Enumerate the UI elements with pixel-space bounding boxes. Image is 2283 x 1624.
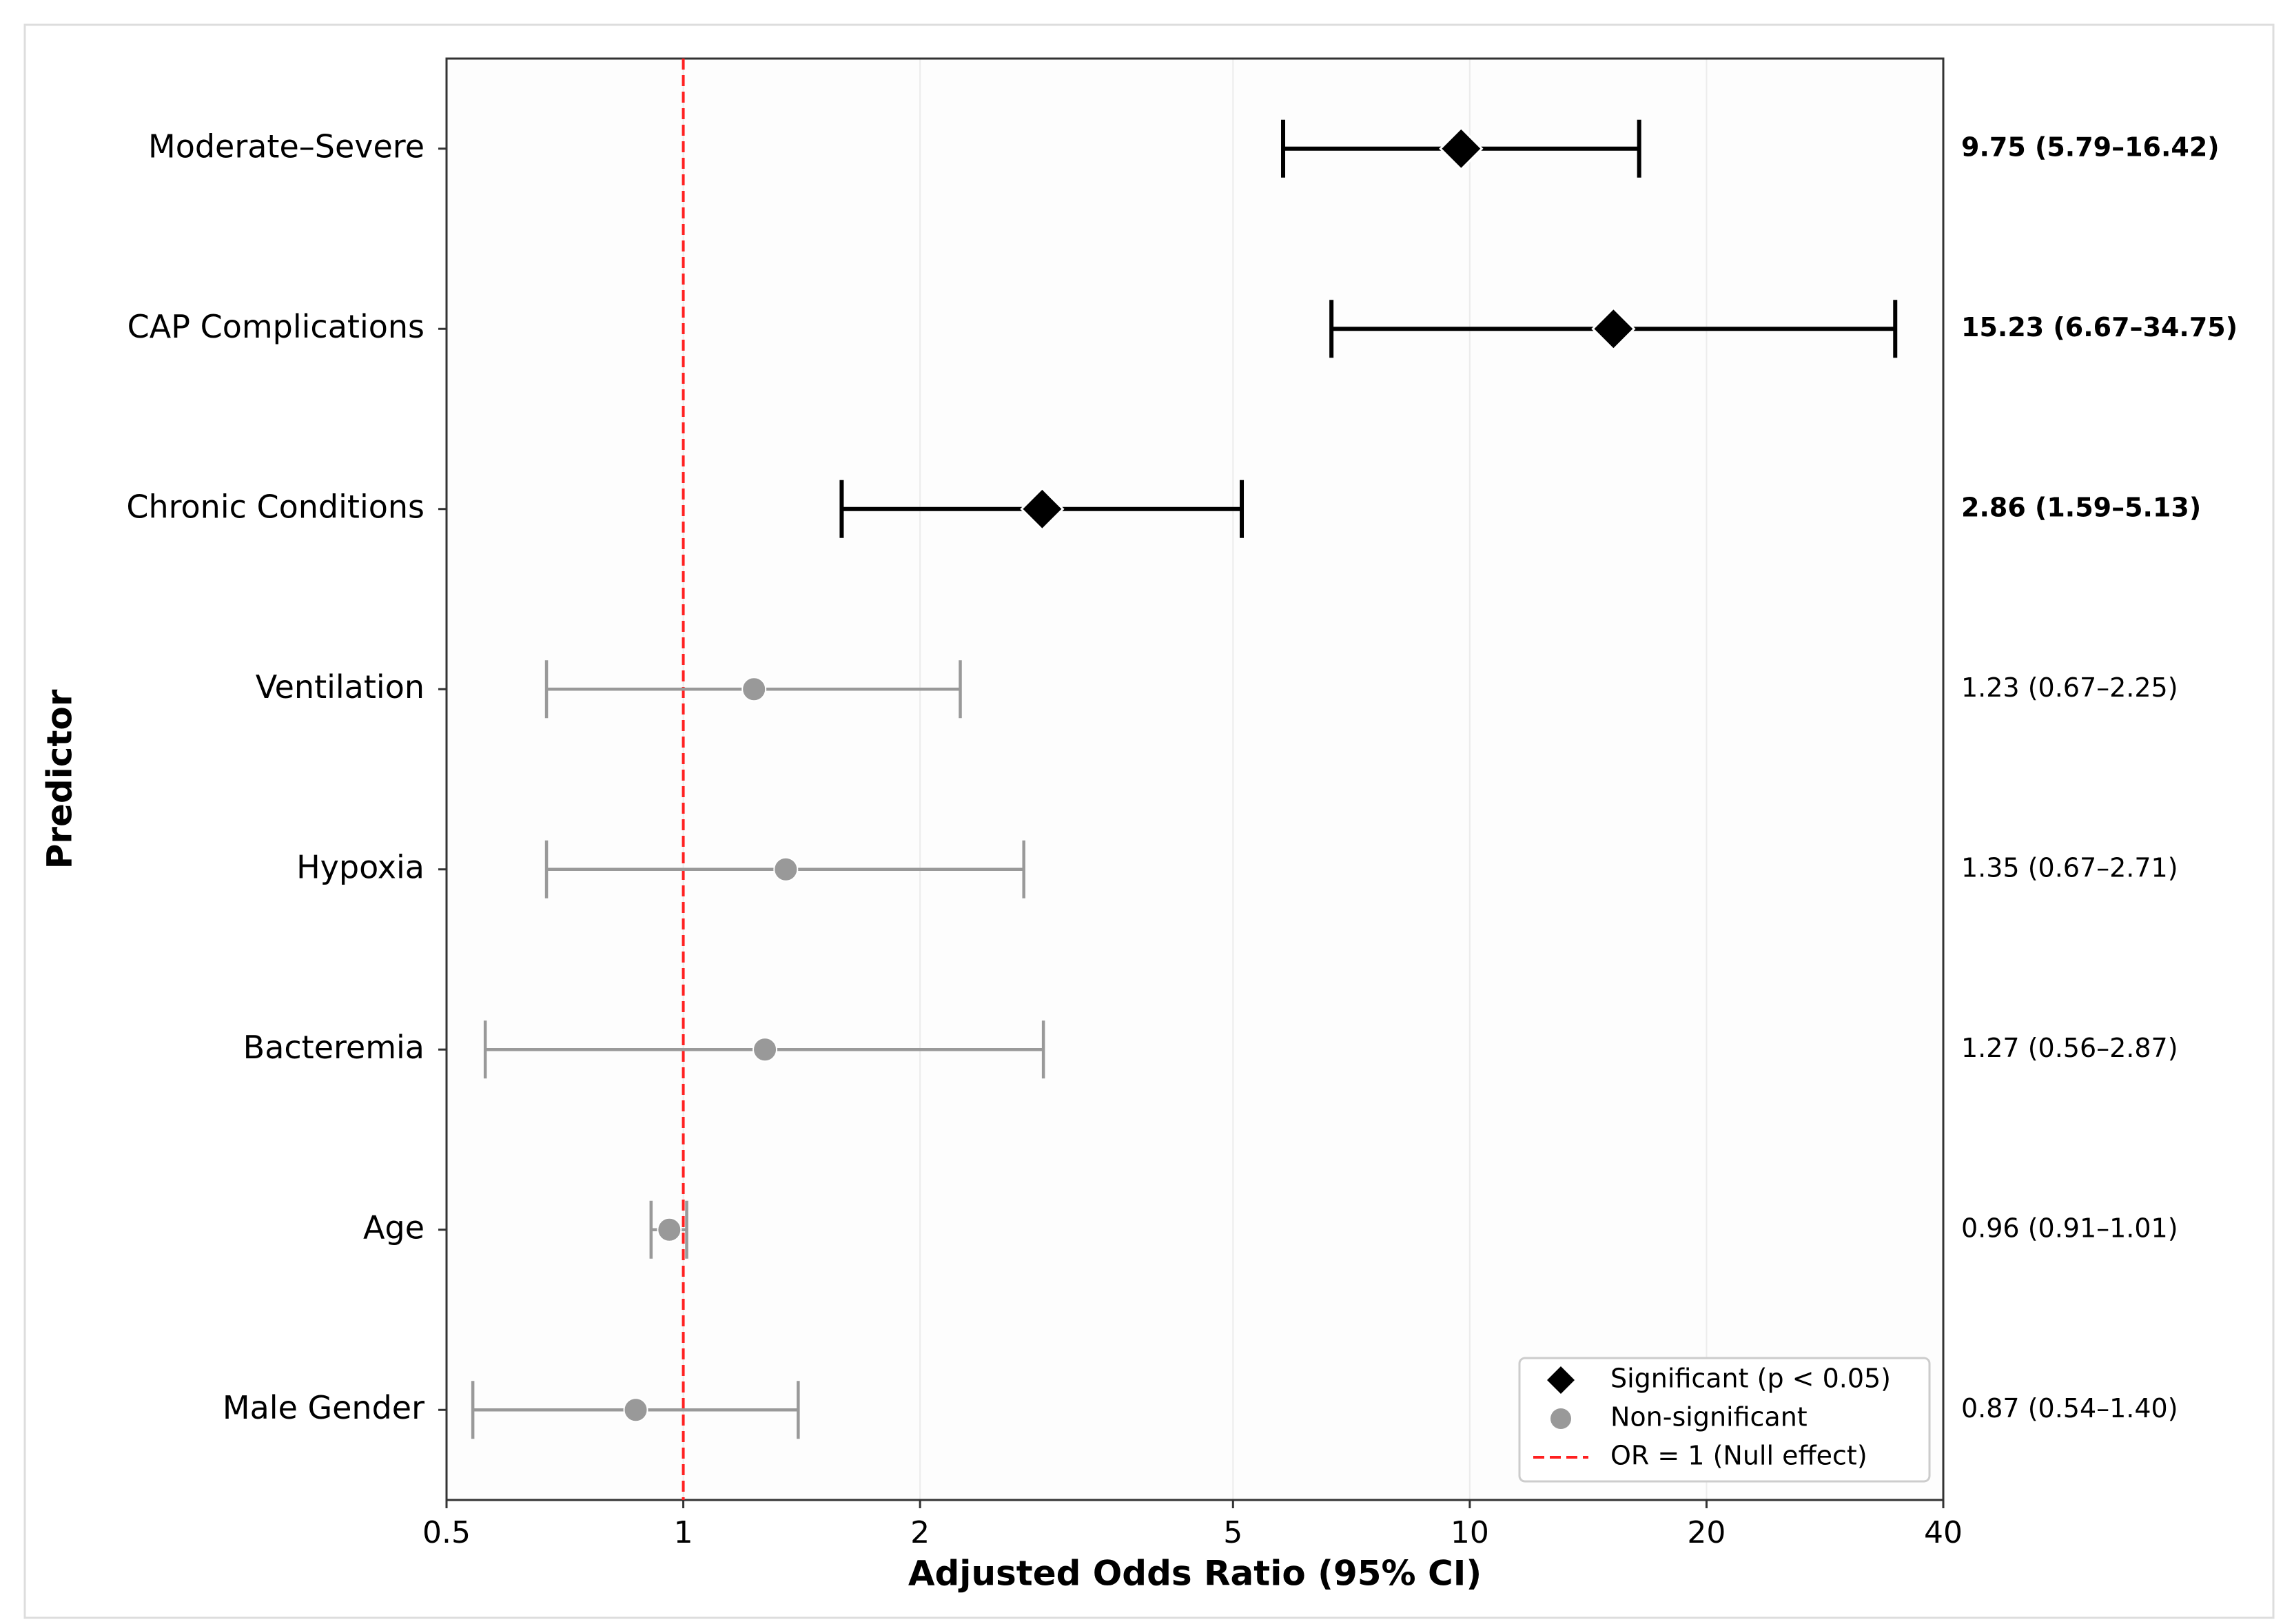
y-tick-label: Age — [363, 1209, 424, 1246]
y-tick-label: CAP Complications — [127, 308, 424, 345]
point — [741, 677, 767, 702]
value-label: 15.23 (6.67–34.75) — [1961, 312, 2238, 342]
legend-label: Non-significant — [1610, 1402, 1808, 1432]
legend-marker — [1547, 1366, 1575, 1394]
x-tick-label: 0.5 — [422, 1515, 471, 1550]
point — [1439, 126, 1484, 171]
y-tick-label: Chronic Conditions — [126, 488, 424, 525]
value-label: 1.27 (0.56–2.87) — [1961, 1033, 2178, 1063]
frame — [23, 23, 2275, 1619]
point — [657, 1217, 682, 1242]
y-tick-label: Male Gender — [223, 1389, 424, 1426]
legend-label: Significant (p < 0.05) — [1610, 1364, 1891, 1394]
value-label: 2.86 (1.59–5.13) — [1961, 492, 2201, 522]
x-tick-label: 2 — [910, 1515, 930, 1550]
x-tick-label: 40 — [1924, 1515, 1963, 1550]
value-label: 9.75 (5.79–16.42) — [1961, 132, 2220, 162]
point — [1591, 307, 1636, 351]
x-axis-label: Adjusted Odds Ratio (95% CI) — [908, 1554, 1482, 1594]
plot-area — [447, 59, 1943, 1500]
value-label: 1.23 (0.67–2.25) — [1961, 672, 2178, 703]
y-tick-label: Hypoxia — [296, 848, 424, 885]
point — [753, 1037, 778, 1062]
value-label: 0.96 (0.91–1.01) — [1961, 1213, 2178, 1243]
x-tick-label: 5 — [1223, 1515, 1242, 1550]
legend-marker — [1550, 1408, 1571, 1429]
value-label: 0.87 (0.54–1.40) — [1961, 1393, 2178, 1423]
value-label: 1.35 (0.67–2.71) — [1961, 852, 2178, 883]
legend-box — [1518, 1357, 1931, 1483]
point — [623, 1397, 648, 1423]
plot-border — [445, 57, 1945, 1501]
y-tick-label: Ventilation — [256, 668, 424, 706]
x-tick-label: 1 — [674, 1515, 693, 1550]
point — [1020, 486, 1065, 531]
x-tick-label: 20 — [1687, 1515, 1726, 1550]
y-tick-label: Bacteremia — [243, 1029, 424, 1066]
legend-label: OR = 1 (Null effect) — [1610, 1441, 1867, 1471]
y-tick-label: Moderate–Severe — [148, 127, 424, 165]
x-tick-label: 10 — [1451, 1515, 1489, 1550]
point — [773, 856, 799, 882]
y-axis-label: Predictor — [40, 689, 80, 869]
